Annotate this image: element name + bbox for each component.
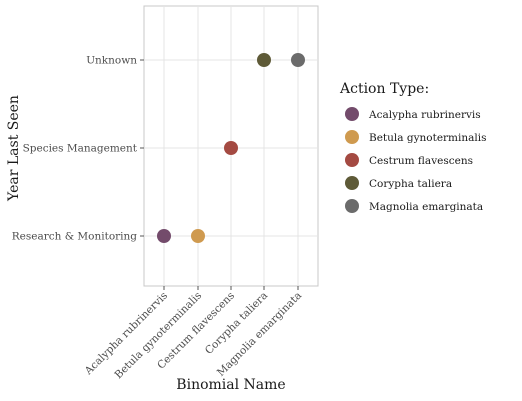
y-tick-label: Unknown (86, 55, 137, 67)
y-axis-title: Year Last Seen (6, 95, 22, 202)
legend-key (345, 130, 359, 144)
legend-key (345, 199, 359, 213)
data-point (291, 53, 305, 67)
legend-title: Action Type: (339, 81, 429, 97)
legend-key (345, 153, 359, 167)
x-axis-title: Binomial Name (176, 377, 285, 393)
y-axis-ticks: Research & Monitoring Species Management U… (12, 55, 144, 243)
legend-items: Acalypha rubrinervis Betula gynoterminali… (345, 107, 487, 213)
data-point (191, 229, 205, 243)
y-tick-label: Research & Monitoring (12, 231, 138, 243)
legend-label: Betula gynoterminalis (369, 132, 487, 144)
y-tick-label: Species Management (23, 143, 138, 155)
data-point (157, 229, 171, 243)
legend-key (345, 107, 359, 121)
x-tick-label: Corypha taliera (203, 290, 270, 357)
data-point (224, 141, 238, 155)
legend-label: Magnolia emarginata (369, 201, 483, 213)
legend: Action Type: Acalypha rubrinervis Betula … (339, 81, 487, 213)
legend-label: Cestrum flavescens (369, 155, 473, 167)
data-point (257, 53, 271, 67)
legend-label: Acalypha rubrinervis (368, 109, 481, 121)
legend-key (345, 176, 359, 190)
legend-label: Corypha taliera (369, 178, 452, 190)
